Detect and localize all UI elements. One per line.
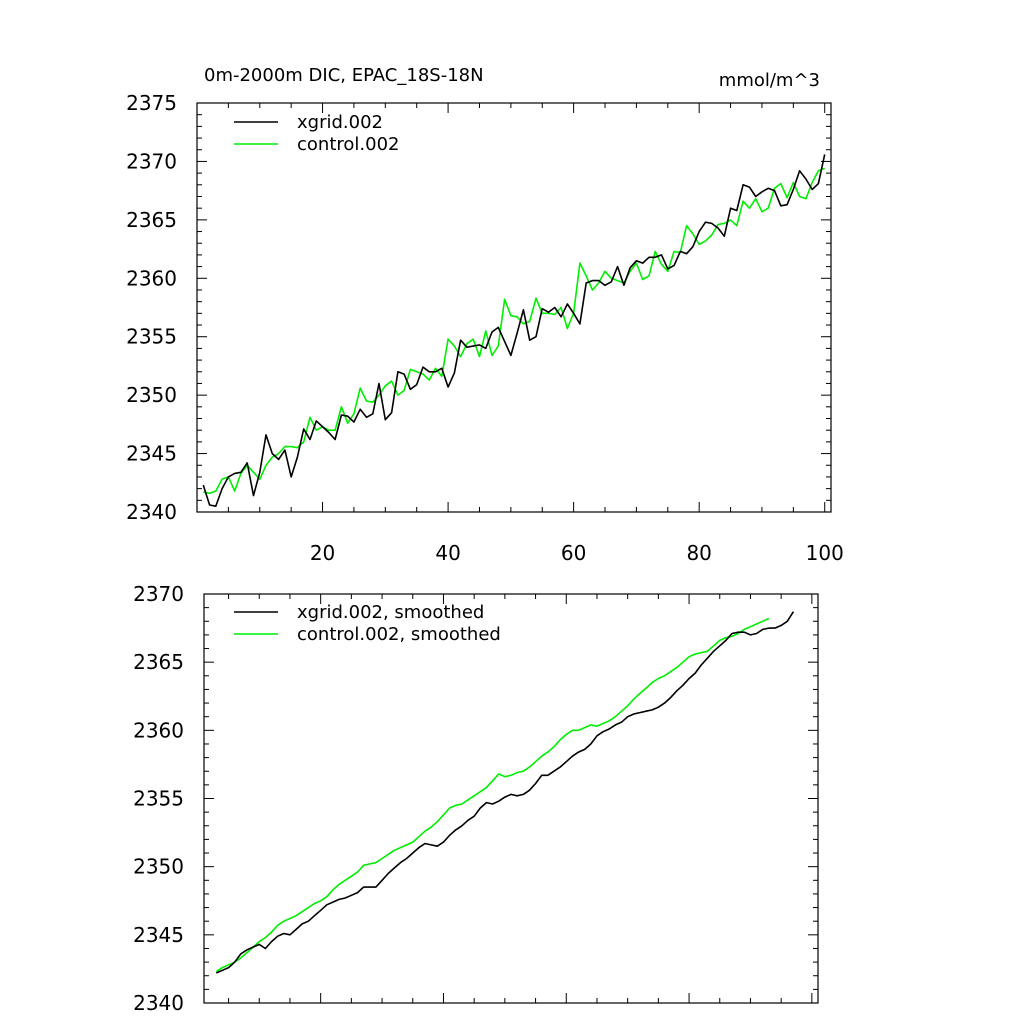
top-panel: 0m-2000m DIC, EPAC_18S-18N mmol/m^3 2340… [126, 65, 844, 565]
top-series [202, 154, 826, 508]
y-tick-label: 2375 [126, 91, 177, 115]
bottom-plot-frame [203, 593, 819, 1004]
y-tick-label: 2370 [126, 149, 177, 173]
x-tick-label: 40 [435, 541, 460, 565]
bottom-y-tick-labels: 2340 2345 2350 2355 2360 2365 2370 [133, 582, 184, 1015]
y-tick-label: 2345 [133, 923, 184, 947]
y-tick-label: 2355 [133, 787, 184, 811]
bottom-series [215, 611, 795, 974]
legend-label-xgrid: xgrid.002 [297, 112, 383, 133]
x-tick-label: 100 [806, 541, 844, 565]
x-tick-label: 60 [561, 541, 586, 565]
top-panel-title: 0m-2000m DIC, EPAC_18S-18N [204, 65, 484, 86]
bottom-ticks [204, 593, 818, 1004]
series-line-control [215, 617, 770, 973]
y-tick-label: 2370 [133, 582, 184, 606]
top-y-tick-labels: 2340 2345 2350 2355 2360 2365 2370 2375 [126, 91, 177, 524]
legend-label-control-smoothed: control.002, smoothed [297, 624, 501, 645]
top-plot-frame [196, 102, 832, 513]
top-panel-units: mmol/m^3 [719, 70, 820, 91]
y-tick-label: 2360 [126, 266, 177, 290]
legend-label-control: control.002 [297, 134, 399, 155]
y-tick-label: 2365 [133, 650, 184, 674]
legend-label-xgrid-smoothed: xgrid.002, smoothed [297, 602, 484, 623]
bottom-panel: 2340 2345 2350 2355 2360 2365 2370 xgrid.002, … [133, 582, 819, 1015]
series-line-xgrid [202, 154, 826, 508]
y-tick-label: 2340 [133, 991, 184, 1015]
y-tick-label: 2360 [133, 718, 184, 742]
y-tick-label: 2350 [126, 383, 177, 407]
x-tick-label: 20 [310, 541, 335, 565]
series-line-control [203, 167, 825, 495]
bottom-legend: xgrid.002, smoothed control.002, smoothe… [234, 602, 501, 645]
y-tick-label: 2365 [126, 208, 177, 232]
y-tick-label: 2355 [126, 325, 177, 349]
series-line-xgrid [215, 611, 795, 974]
y-tick-label: 2340 [126, 500, 177, 524]
x-tick-label: 80 [686, 541, 711, 565]
y-tick-label: 2345 [126, 442, 177, 466]
top-x-tick-labels: 20 40 60 80 100 [310, 541, 844, 565]
y-tick-label: 2350 [133, 855, 184, 879]
top-legend: xgrid.002 control.002 [234, 112, 399, 155]
top-ticks [197, 102, 831, 513]
